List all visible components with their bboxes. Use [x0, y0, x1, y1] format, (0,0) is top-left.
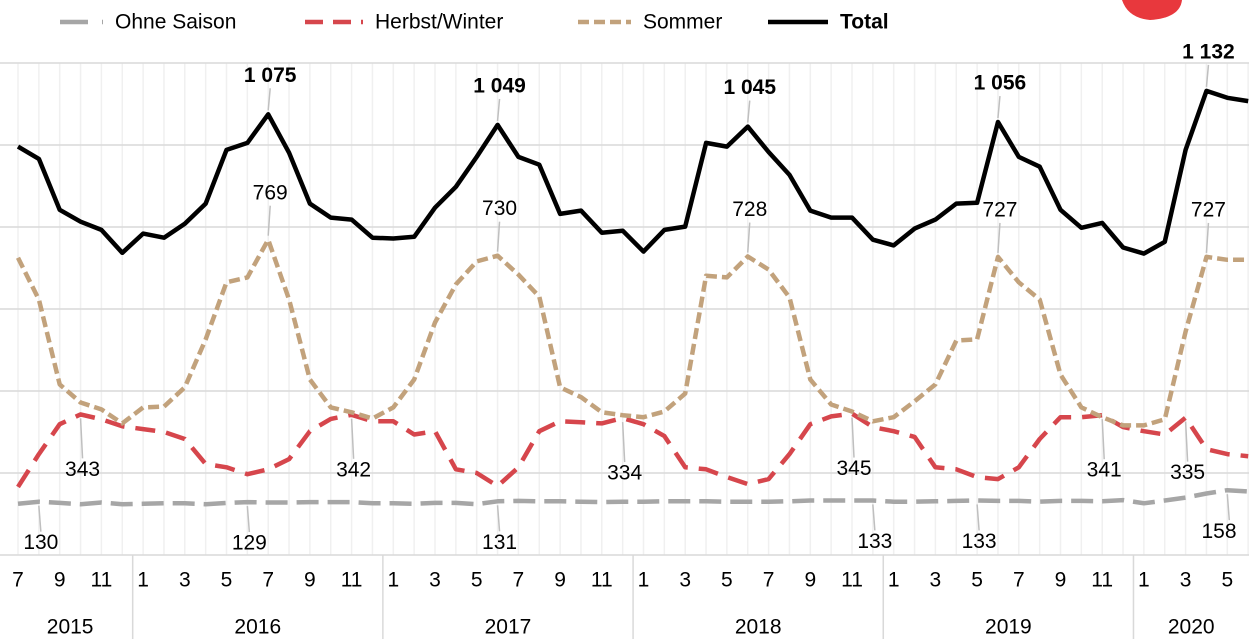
data-label: 131 [482, 531, 517, 554]
x-tick-label: 7 [1013, 569, 1025, 592]
decoration [1122, 0, 1182, 20]
data-label: 130 [23, 531, 58, 554]
x-tick-label: 9 [554, 569, 566, 592]
x-tick-label: 5 [221, 569, 233, 592]
data-label: 1 045 [723, 76, 776, 99]
data-label: 345 [836, 457, 871, 480]
x-tick-label: 5 [471, 569, 483, 592]
legend: Ohne Saison Herbst/Winter Sommer Total [60, 11, 889, 34]
x-tick-label: 9 [804, 569, 816, 592]
x-tick-label: 11 [591, 569, 613, 592]
x-tick-label: 9 [304, 569, 316, 592]
x-tick-label: 5 [1221, 569, 1233, 592]
x-tick-label: 3 [930, 569, 942, 592]
data-label: 727 [982, 198, 1017, 221]
x-tick-label: 9 [1055, 569, 1067, 592]
data-label: 129 [232, 532, 267, 555]
chart: Ohne SaisonHerbst/WinterSommerTotal 7911… [0, 0, 1249, 639]
x-tick-label: 7 [262, 569, 274, 592]
x-group-label: 2018 [735, 616, 782, 639]
data-label: 158 [1201, 520, 1236, 543]
x-tick-label: 11 [841, 569, 863, 592]
data-label: 342 [336, 458, 371, 481]
x-tick-label: 7 [513, 569, 525, 592]
data-label: 343 [65, 458, 100, 481]
x-group-label: 2016 [234, 616, 281, 639]
x-group-label: 2017 [485, 616, 532, 639]
x-group-label: 2019 [985, 616, 1032, 639]
data-label: 730 [482, 197, 517, 220]
series-line [18, 240, 1248, 426]
data-label: 769 [253, 181, 288, 204]
data-label: 133 [857, 530, 892, 553]
x-tick-label: 1 [1138, 569, 1150, 592]
data-label: 728 [732, 198, 767, 221]
x-tick-label: 3 [1180, 569, 1192, 592]
data-label: 1 049 [473, 74, 526, 97]
data-label: 341 [1087, 459, 1122, 482]
x-tick-label: 7 [12, 569, 24, 592]
x-group-label: 2020 [1168, 616, 1215, 639]
x-tick-label: 1 [387, 569, 399, 592]
x-tick-label: 1 [137, 569, 149, 592]
data-label: 133 [962, 530, 997, 553]
x-tick-label: 1 [888, 569, 900, 592]
x-tick-label: 9 [54, 569, 66, 592]
x-group-label: 2015 [47, 616, 94, 639]
series-line [18, 91, 1248, 254]
legend-label: Total [840, 11, 889, 34]
x-tick-label: 11 [341, 569, 363, 592]
x-tick-label: 3 [679, 569, 691, 592]
data-label: 335 [1170, 461, 1205, 484]
x-tick-label: 3 [429, 569, 441, 592]
x-tick-label: 11 [1091, 569, 1113, 592]
data-label: 727 [1191, 198, 1226, 221]
x-tick-label: 5 [971, 569, 983, 592]
data-label: 1 056 [974, 72, 1027, 95]
legend-label: Herbst/Winter [375, 11, 503, 34]
legend-label: Ohne Saison [115, 11, 236, 34]
x-tick-label: 1 [638, 569, 650, 592]
data-label: 1 075 [244, 64, 297, 87]
x-tick-label: 11 [90, 569, 112, 592]
x-tick-label: 3 [179, 569, 191, 592]
series-line [18, 490, 1248, 504]
x-tick-label: 5 [721, 569, 733, 592]
data-label: 1 132 [1182, 40, 1235, 63]
legend-label: Sommer [643, 11, 722, 34]
data-label: 334 [607, 462, 642, 485]
x-tick-label: 7 [763, 569, 775, 592]
